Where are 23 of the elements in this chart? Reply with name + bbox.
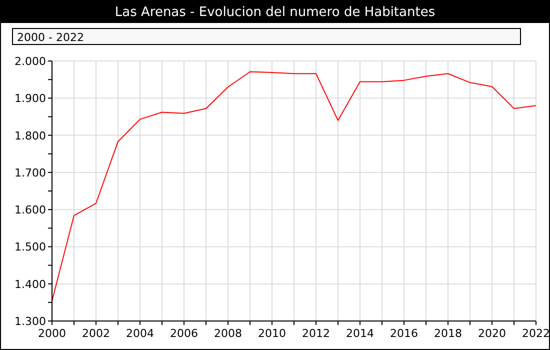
x-tick-label: 2016: [390, 327, 418, 340]
y-tick-label: 1.300: [14, 315, 46, 328]
chart-subtitle: 2000 - 2022: [17, 31, 84, 44]
y-tick-label: 1.400: [14, 278, 46, 291]
y-tick-label: 2.000: [14, 55, 46, 68]
x-tick-label: 2018: [434, 327, 462, 340]
x-tick-label: 2010: [258, 327, 286, 340]
y-tick-label: 1.700: [14, 166, 46, 180]
y-tick-label: 1.600: [14, 204, 46, 217]
x-tick-label: 2022: [522, 327, 550, 340]
x-tick-label: 2020: [478, 327, 506, 340]
y-tick-label: 1.800: [14, 129, 46, 142]
x-tick-label: 2004: [126, 327, 154, 340]
x-tick-label: 2002: [82, 327, 110, 340]
chart-title: Las Arenas - Evolucion del numero de Habitantes: [114, 5, 436, 20]
x-tick-label: 2000: [38, 327, 66, 340]
y-tick-label: 1.900: [14, 92, 46, 106]
x-tick-label: 2014: [346, 327, 374, 340]
y-tick-label: 1.500: [14, 240, 46, 254]
x-tick-label: 2008: [214, 327, 242, 340]
line-series: [52, 71, 536, 302]
x-tick-label: 2012: [302, 327, 330, 340]
x-tick-label: 2006: [170, 327, 198, 340]
